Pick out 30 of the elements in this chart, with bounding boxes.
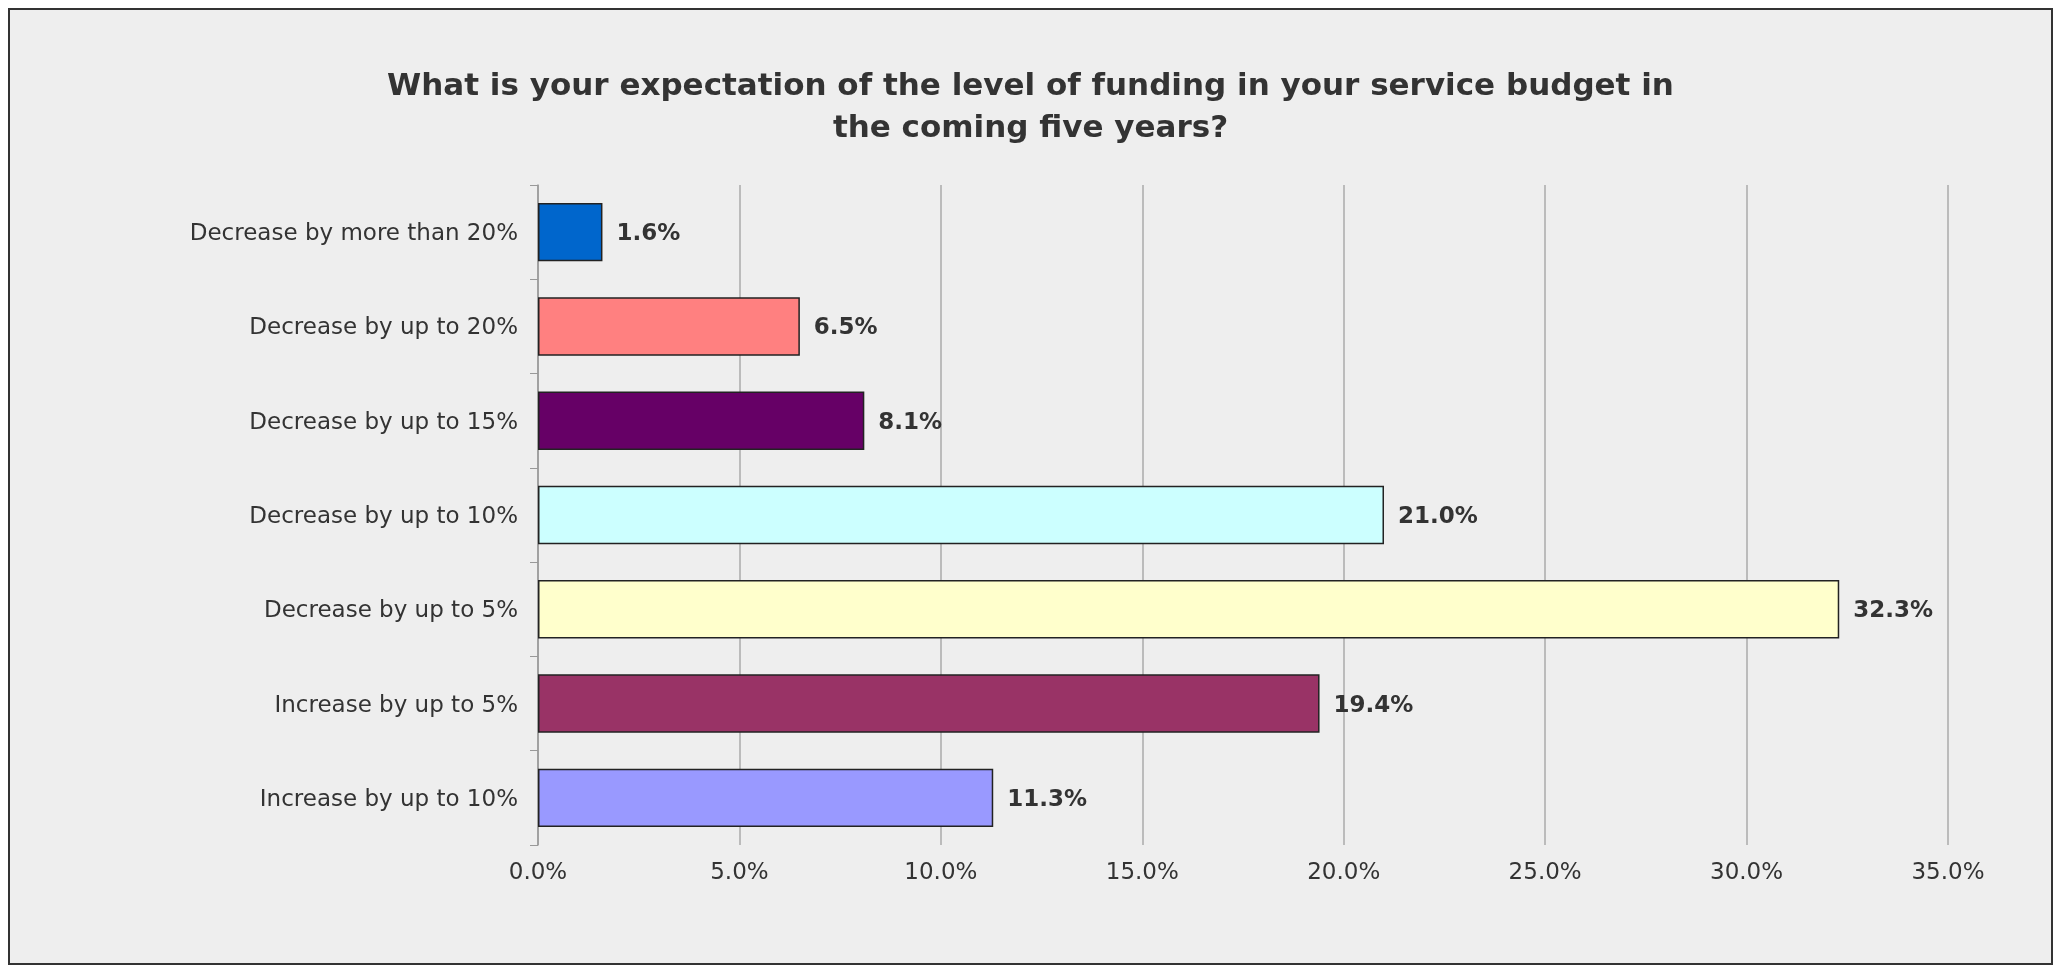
chart-title: What is your expectation of the level of funding in your service budget in the coming five years? — [387, 66, 1674, 144]
x-tick-label: 10.0% — [904, 857, 978, 884]
y-tick-label: Increase by up to 10% — [259, 784, 518, 811]
y-tick-label: Decrease by up to 5% — [263, 596, 518, 623]
y-tick-label: Decrease by up to 20% — [249, 313, 518, 340]
data-label: 8.1% — [878, 407, 943, 434]
x-tick-label: 15.0% — [1105, 857, 1179, 884]
data-label: 21.0% — [1398, 502, 1478, 528]
x-tick-label: 30.0% — [1710, 857, 1784, 884]
x-tick-label: 35.0% — [1911, 857, 1985, 884]
data-label: 11.3% — [1007, 784, 1088, 811]
x-tick-label: 20.0% — [1307, 857, 1381, 884]
y-tick-label: Decrease by up to 10% — [249, 502, 518, 528]
data-label: 19.4% — [1333, 690, 1414, 717]
data-label: 32.3% — [1853, 596, 1934, 623]
bar — [538, 202, 603, 262]
bar — [538, 391, 865, 450]
bar — [538, 580, 1840, 639]
y-tick-label: Increase by up to 5% — [274, 690, 518, 717]
data-label: 6.5% — [813, 313, 878, 340]
bar — [538, 768, 994, 828]
x-tick-label: 25.0% — [1508, 857, 1582, 884]
bar — [538, 297, 800, 356]
data-label: 1.6% — [616, 219, 681, 246]
bar — [538, 674, 1320, 733]
y-tick-label: Decrease by more than 20% — [189, 219, 518, 246]
bar — [538, 485, 1384, 545]
y-tick-label: Decrease by up to 15% — [249, 407, 518, 434]
x-tick-label: 0.0% — [508, 857, 568, 884]
x-tick-label: 5.0% — [710, 857, 769, 884]
